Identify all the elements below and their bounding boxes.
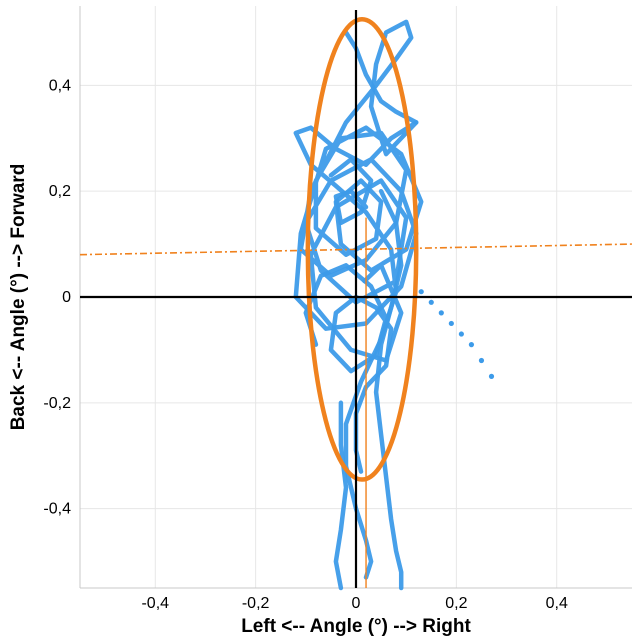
confidence-ellipse: [305, 16, 419, 482]
y-tick-label: 0,2: [49, 183, 71, 200]
x-tick-label: 0,4: [546, 595, 568, 612]
sway-trace-dot: [468, 342, 475, 348]
y-axis-label: Back <-- Angle (°) --> Forward: [8, 164, 29, 431]
x-tick-label: -0,4: [141, 595, 169, 612]
sway-trace: [343, 30, 419, 125]
sway-trace: [303, 263, 394, 474]
data-layer: [79, 16, 633, 591]
sway-trace-dot: [488, 373, 495, 379]
sway-trace-dot: [458, 331, 464, 337]
sway-trace: [333, 400, 349, 591]
y-tick-label: 0: [62, 289, 71, 306]
sway-trace: [328, 157, 374, 226]
y-tick-label: 0,4: [49, 77, 71, 94]
sway-trace-dot: [428, 299, 434, 305]
tick-layer: -0,4 -0,2 0 0,2 0,4 -0,4 -0,2 0 0,2 0,4: [43, 77, 568, 612]
x-axis-label: Left <-- Angle (°) --> Right: [241, 616, 471, 637]
y-tick-label: -0,4: [43, 501, 71, 518]
x-tick-label: 0,2: [445, 595, 467, 612]
sway-trace-dot: [418, 289, 424, 295]
sway-trace-dot: [448, 320, 454, 327]
axis-layer: [80, 10, 632, 588]
sway-trace-dot: [478, 357, 485, 364]
sway-trace: [373, 188, 404, 591]
sway-trace-dot: [438, 310, 444, 316]
x-tick-label: -0,2: [242, 595, 270, 612]
y-tick-label: -0,2: [43, 395, 71, 412]
x-tick-label: 0: [352, 595, 361, 612]
